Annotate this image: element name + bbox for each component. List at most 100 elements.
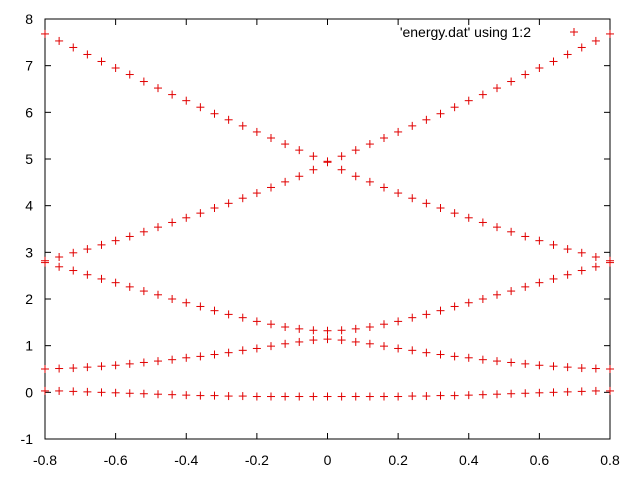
data-point [507, 358, 516, 367]
data-point [422, 115, 431, 124]
data-point [97, 57, 106, 66]
data-point [210, 204, 219, 212]
data-point [337, 336, 346, 345]
data-point [252, 344, 261, 353]
data-point [351, 324, 360, 333]
legend-marker-symbol [570, 28, 578, 36]
data-point [535, 64, 544, 72]
data-point [478, 218, 487, 227]
data-point [464, 391, 473, 400]
data-point [450, 352, 459, 361]
data-point [139, 287, 148, 296]
data-point [238, 194, 247, 203]
data-point [154, 390, 162, 399]
data-point [450, 103, 459, 112]
data-point [535, 361, 544, 370]
data-point [154, 223, 162, 232]
data-point [408, 346, 417, 355]
data-point [337, 326, 346, 335]
data-point [182, 213, 191, 222]
data-point [450, 391, 459, 400]
data-point [196, 209, 205, 218]
data-point [97, 274, 106, 283]
data-point [41, 256, 49, 265]
data-point [521, 359, 530, 368]
y-tick-label: 3 [25, 244, 33, 260]
data-point [549, 362, 558, 371]
data-point [549, 240, 558, 249]
data-point [464, 213, 473, 222]
data-point [41, 386, 49, 395]
data-point [111, 388, 120, 397]
data-point [394, 317, 403, 326]
data-point [168, 90, 177, 99]
data-point [563, 363, 572, 372]
data-point [168, 218, 177, 227]
data-point [422, 310, 431, 319]
data-point [97, 388, 106, 397]
data-point [267, 392, 275, 401]
data-point [281, 323, 290, 331]
data-point [337, 392, 346, 401]
data-point [464, 298, 473, 307]
data-point [563, 387, 572, 396]
data-point [281, 140, 290, 149]
data-point [351, 172, 360, 181]
data-point [422, 392, 431, 401]
data-point [55, 36, 64, 45]
data-point [464, 353, 473, 362]
data-point [436, 350, 445, 359]
data-point [323, 157, 332, 166]
data-point [210, 391, 219, 400]
data-point [577, 266, 586, 275]
data-point [436, 391, 445, 400]
data-point [521, 389, 530, 398]
data-point [97, 240, 106, 249]
data-point [168, 295, 177, 303]
data-point [606, 365, 614, 373]
data-point [69, 248, 78, 257]
data-point [394, 344, 403, 353]
y-tick-label: 4 [25, 198, 33, 214]
x-tick-label: -0.4 [174, 452, 198, 468]
data-point [252, 127, 261, 136]
data-point [168, 355, 177, 364]
data-point [337, 152, 346, 161]
data-point [380, 342, 388, 351]
data-point [111, 361, 120, 370]
data-point [521, 70, 530, 79]
data-point [210, 306, 219, 315]
data-point [97, 362, 106, 371]
data-point [493, 223, 501, 232]
data-point [365, 177, 374, 186]
data-point [323, 392, 332, 401]
data-point [295, 324, 304, 333]
data-point [478, 355, 487, 364]
data-point [196, 103, 205, 112]
data-point [69, 387, 78, 396]
data-point [549, 388, 558, 397]
data-point [139, 227, 148, 236]
data-point [577, 43, 586, 52]
data-point [154, 84, 162, 93]
data-point [267, 320, 275, 329]
data-point [436, 306, 445, 315]
data-point [111, 64, 120, 72]
data-point [549, 57, 558, 66]
data-point [507, 389, 516, 398]
y-tick-label: 0 [25, 384, 33, 400]
data-point [450, 209, 459, 218]
y-tick-label: 2 [25, 291, 33, 307]
x-tick-label: -0.6 [104, 452, 128, 468]
data-point [210, 350, 219, 359]
data-point [563, 245, 572, 254]
data-point [224, 392, 233, 401]
data-point [224, 115, 233, 124]
data-point [309, 165, 318, 174]
data-point [238, 346, 247, 355]
data-point [606, 256, 614, 265]
y-tick-label: 8 [25, 11, 33, 27]
data-point [563, 50, 572, 59]
data-point [380, 320, 388, 329]
data-point [196, 352, 205, 361]
